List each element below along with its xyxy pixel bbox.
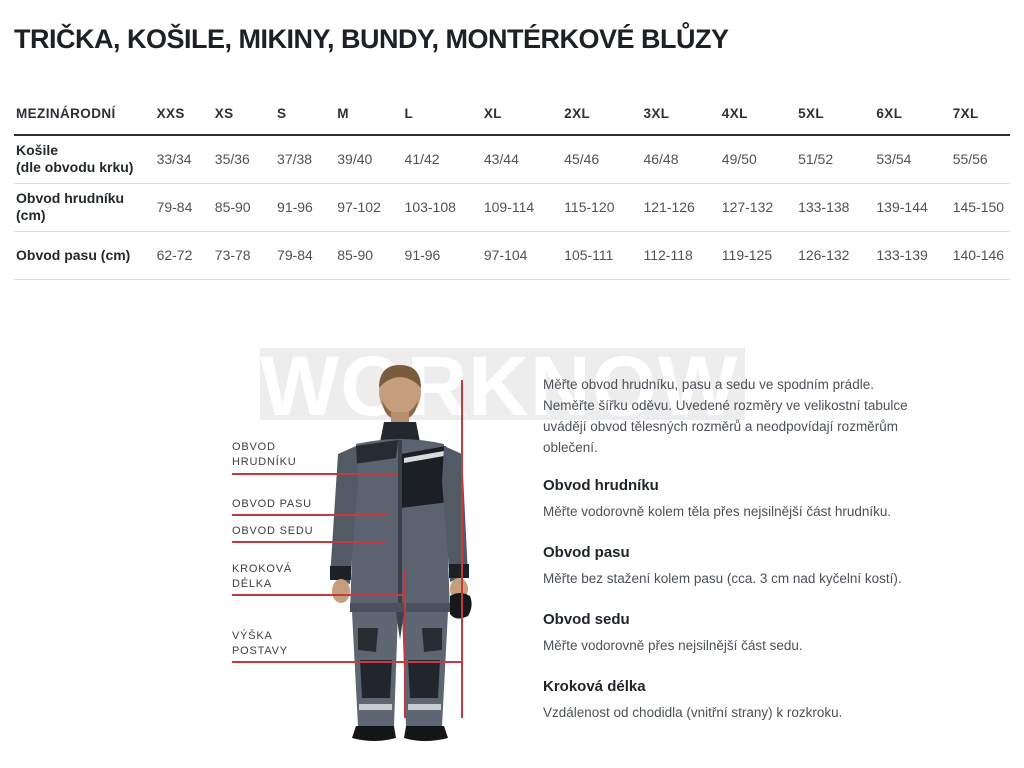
size-value: 43/44 — [483, 151, 519, 168]
instruction-sections: Obvod hrudníku Měřte vodorovně kolem těla… — [543, 476, 911, 722]
page-title: TRIČKA, KOŠILE, MIKINY, BUNDY, MONTÉRKOV… — [14, 24, 729, 54]
col-header-size: 6XL — [874, 92, 951, 136]
instruction-section: Obvod pasu Měřte bez stažení kolem pasu (… — [543, 543, 911, 588]
col-header-size: XL — [481, 92, 563, 136]
col-header-size: XXS — [154, 92, 213, 136]
col-header-size: XS — [212, 92, 276, 136]
measurement-instructions: Měřte obvod hrudníku, pasu a sedu ve spo… — [543, 374, 911, 722]
size-value: 97-104 — [483, 247, 528, 263]
size-value: 109-114 — [483, 199, 535, 215]
size-value: 46/48 — [643, 151, 679, 168]
chest-measure-line — [232, 473, 397, 475]
row-label: Košile (dle obvodu krku) — [16, 142, 134, 176]
section-text: Vzdálenost od chodidla (vnitřní strany) … — [543, 705, 843, 720]
size-value: 85-90 — [214, 199, 251, 215]
model-photo-illustration — [330, 365, 472, 741]
row-label: Obvod pasu (cm) — [16, 246, 131, 263]
size-value: 145-150 — [952, 199, 1005, 215]
col-header-international: MEZINÁRODNÍ — [14, 92, 155, 136]
size-value: 45/46 — [564, 151, 600, 168]
section-heading: Obvod sedu — [543, 611, 630, 628]
section-heading: Obvod hrudníku — [543, 477, 659, 494]
col-header-size: 5XL — [796, 92, 875, 136]
label-inseam: KROKOVÁ DÉLKA — [232, 563, 293, 590]
size-value: 139-144 — [876, 199, 928, 215]
size-table-header-row: MEZINÁRODNÍ XXS XS S M L XL 2XL 3XL 4XL 5XL 6XL 7XL — [14, 92, 1010, 136]
size-value: 115-120 — [564, 199, 615, 215]
col-header-size: M — [335, 92, 403, 136]
label-height: VÝŠKA POSTAVY — [232, 630, 288, 657]
size-value: 53/54 — [876, 151, 912, 168]
size-value: 133-138 — [798, 199, 850, 215]
col-header-size: 7XL — [950, 92, 1010, 136]
size-value: 37/38 — [277, 151, 313, 168]
col-header-size: S — [275, 92, 336, 136]
size-value: 127-132 — [721, 199, 774, 215]
size-value: 85-90 — [337, 247, 374, 263]
size-value: 55/56 — [952, 151, 988, 168]
size-value: 91-96 — [277, 199, 313, 215]
size-value: 35/36 — [214, 151, 250, 168]
row-label: Obvod hrudníku (cm) — [16, 190, 125, 223]
section-text: Měřte bez stažení kolem pasu (cca. 3 cm … — [543, 571, 902, 586]
label-seat: OBVOD SEDU — [232, 525, 314, 537]
table-row: Košile (dle obvodu krku) 33/34 35/36 37/38 39… — [14, 135, 1010, 183]
size-value: 140-146 — [952, 247, 1005, 263]
inseam-vertical-line — [404, 570, 406, 718]
seat-measure-line — [232, 541, 385, 543]
size-value: 79-84 — [156, 199, 193, 215]
intro-text: Měřte obvod hrudníku, pasu a sedu ve spo… — [543, 377, 908, 455]
col-header-size: L — [402, 92, 482, 136]
height-measure-line — [232, 661, 461, 663]
size-value: 119-125 — [721, 247, 773, 263]
section-text: Měřte vodorovně přes nejsilnější část se… — [543, 638, 803, 653]
worknow-watermark: WORKNOW — [260, 348, 739, 420]
size-value: 103-108 — [404, 199, 456, 215]
section-text: Měřte vodorovně kolem těla přes nejsilně… — [543, 504, 892, 519]
measurement-figure-area: WORKNOW — [0, 330, 1024, 768]
size-value: 33/34 — [156, 151, 192, 168]
waist-measure-line — [232, 514, 390, 516]
section-heading: Kroková délka — [543, 678, 646, 695]
size-value: 133-139 — [876, 247, 928, 263]
inseam-measure-line — [232, 594, 404, 596]
size-value: 126-132 — [798, 247, 850, 263]
height-vertical-line — [461, 380, 463, 718]
size-value: 49/50 — [721, 151, 757, 168]
size-value: 62-72 — [156, 247, 193, 263]
label-chest: OBVOD HRUDNÍKU — [232, 441, 297, 468]
size-value: 97-102 — [337, 199, 381, 215]
col-header-size: 3XL — [641, 92, 720, 136]
watermark-band: WORKNOW — [260, 348, 745, 420]
table-row: Obvod hrudníku (cm) 79-84 85-90 91-96 97-102… — [14, 183, 1010, 231]
size-value: 79-84 — [277, 247, 313, 263]
size-table: MEZINÁRODNÍ XXS XS S M L XL 2XL 3XL 4XL 5XL 6XL 7XL … — [14, 92, 1010, 280]
size-value: 112-118 — [643, 247, 693, 263]
size-value: 121-126 — [643, 199, 695, 215]
instruction-section: Kroková délka Vzdálenost od chodidla (vni… — [543, 677, 911, 722]
section-heading: Obvod pasu — [543, 544, 630, 561]
instruction-section: Obvod sedu Měřte vodorovně přes nejsilněj… — [543, 610, 911, 655]
size-value: 41/42 — [404, 151, 440, 168]
size-value: 105-111 — [564, 247, 614, 263]
size-value: 39/40 — [337, 151, 373, 168]
instruction-section: Obvod hrudníku Měřte vodorovně kolem těla… — [543, 476, 911, 521]
size-value: 73-78 — [214, 247, 251, 263]
size-value: 91-96 — [404, 247, 441, 263]
label-waist: OBVOD PASU — [232, 498, 312, 510]
size-value: 51/52 — [798, 151, 834, 168]
col-header-size: 4XL — [719, 92, 797, 136]
col-header-size: 2XL — [562, 92, 642, 136]
table-row: Obvod pasu (cm) 62-72 73-78 79-84 85-90 91-96… — [14, 231, 1010, 279]
